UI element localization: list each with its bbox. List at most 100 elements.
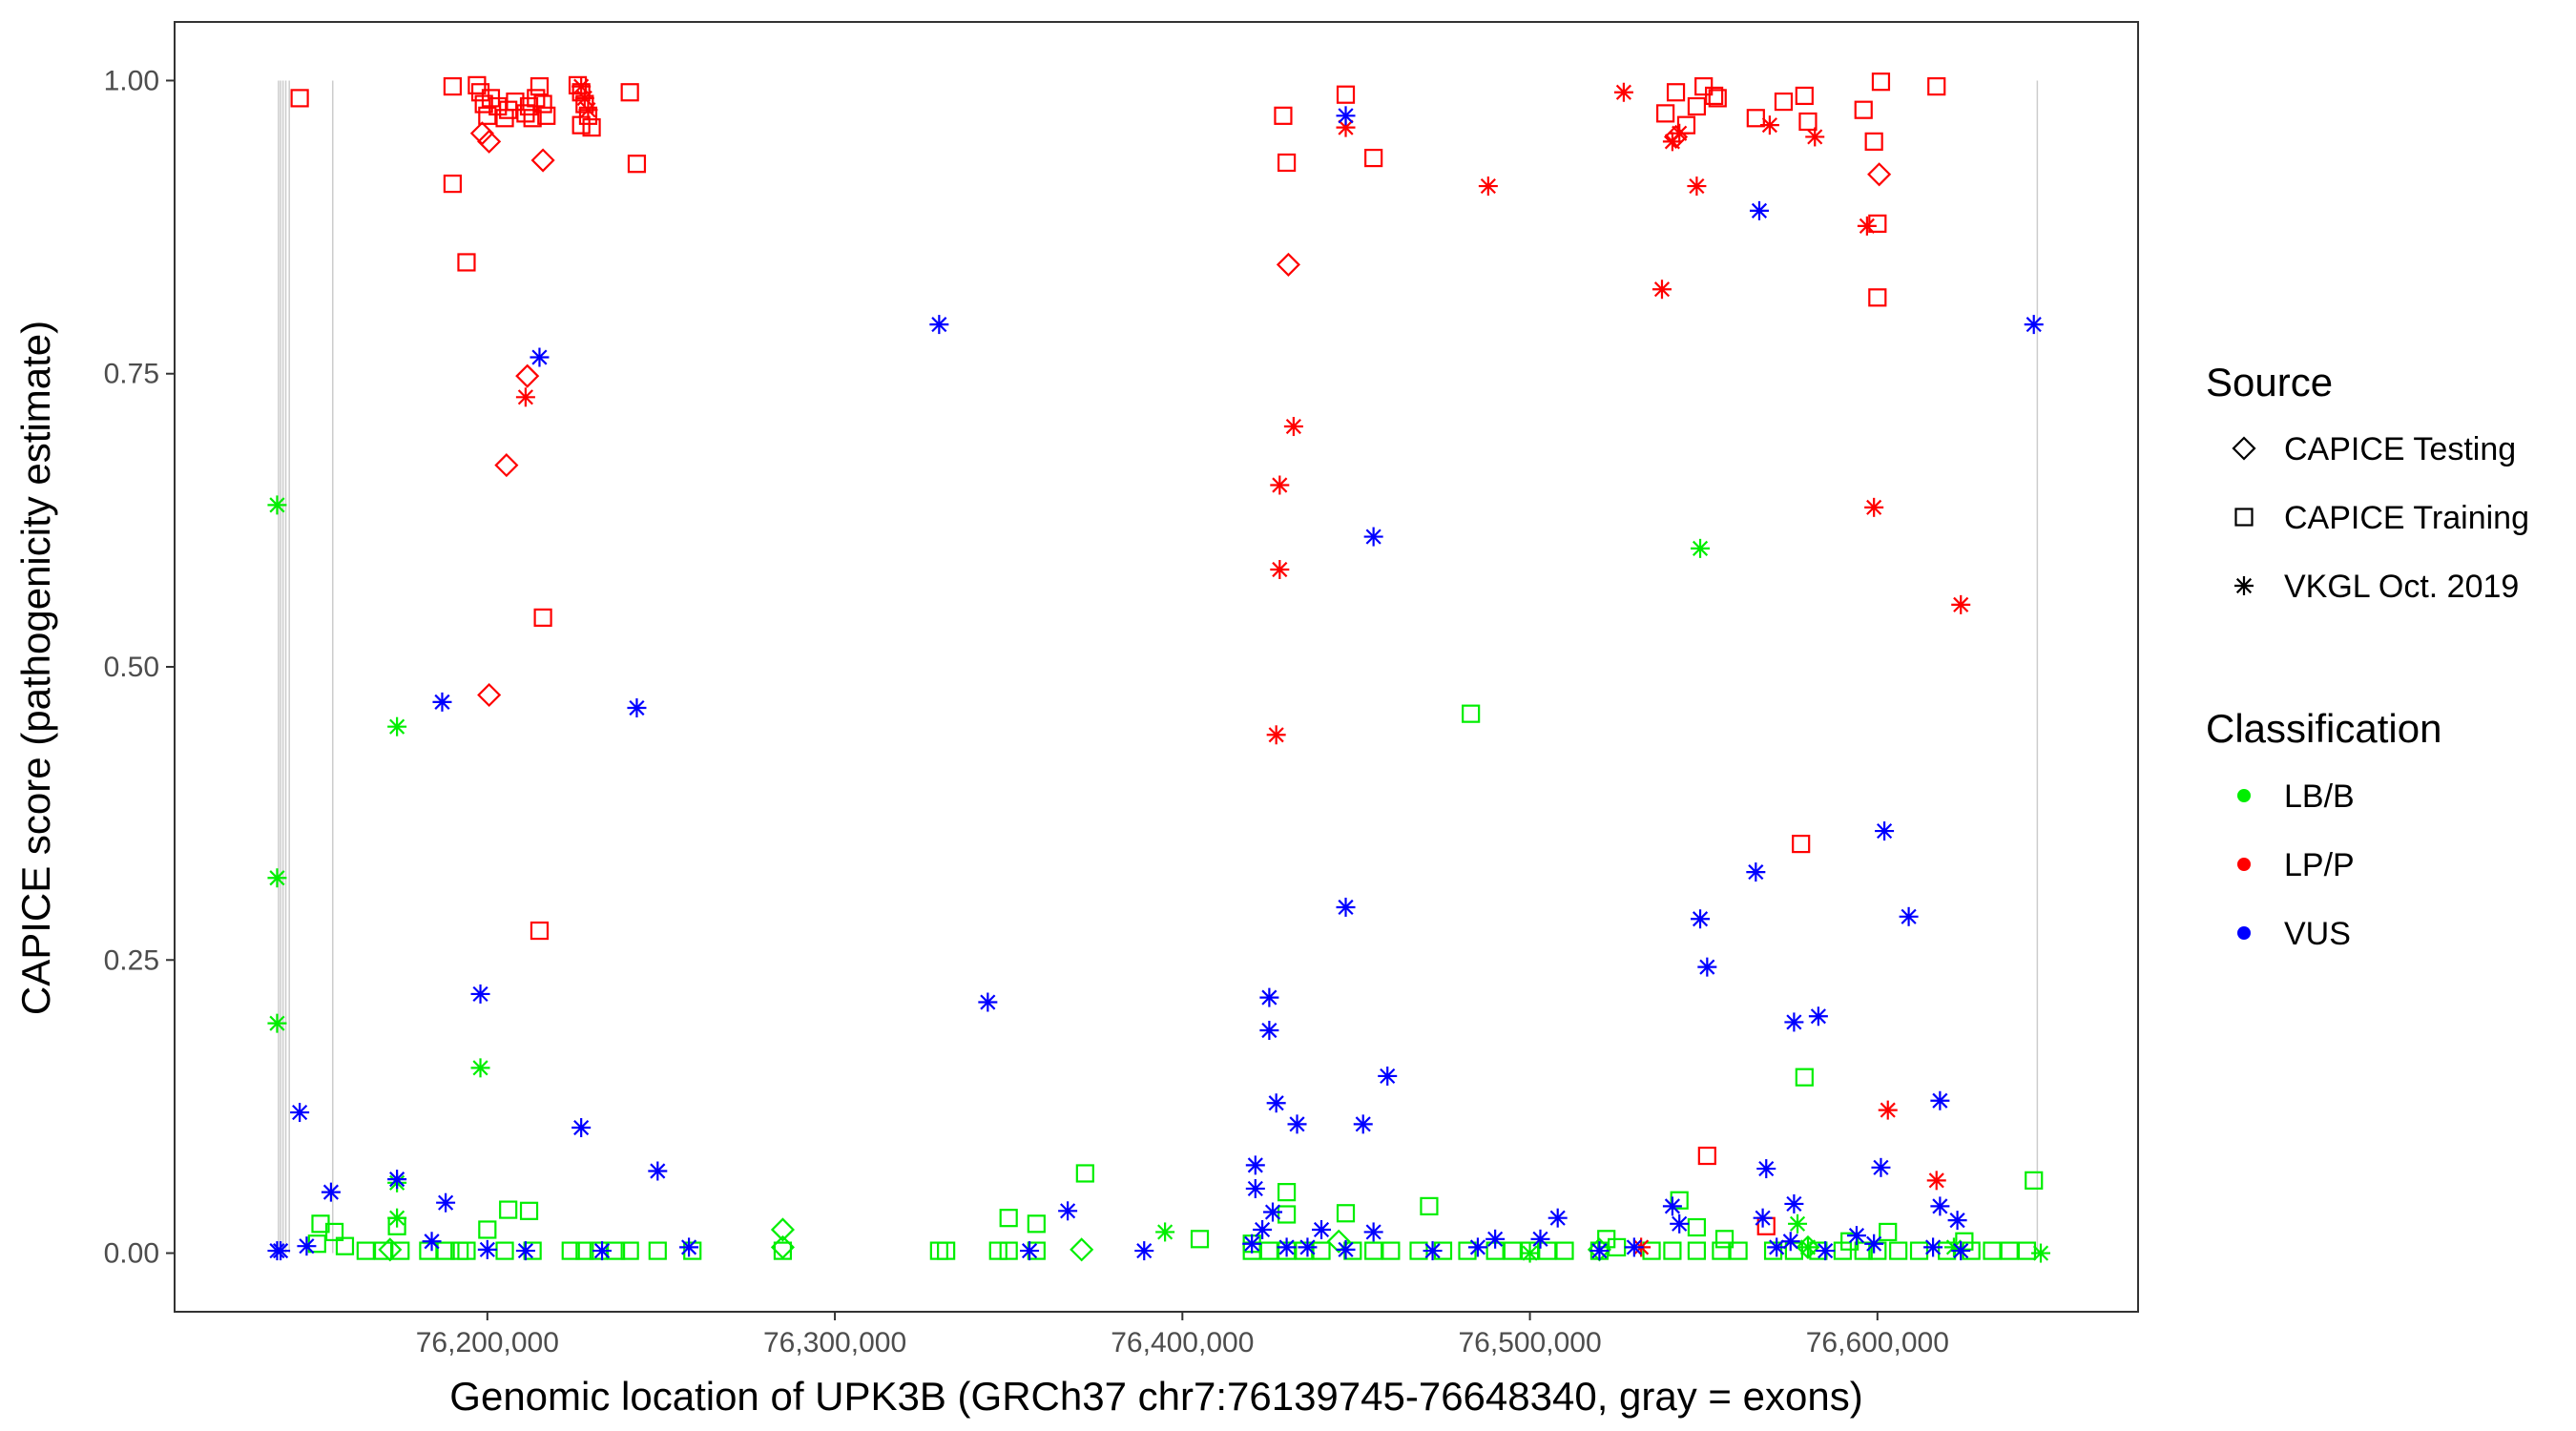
legend-marker-vkgl-stroke <box>2235 577 2253 594</box>
point-vkgl-vus <box>1263 1202 1283 1222</box>
point-vkgl-vus-stroke <box>1664 1198 1680 1214</box>
point-vkgl-lp-p <box>1283 417 1303 437</box>
point-vkgl-lp-p <box>1266 725 1286 745</box>
point-vkgl-vus <box>1871 1157 1891 1177</box>
point-vkgl-lp-p-stroke <box>580 102 596 118</box>
point-vkgl-vus-stroke <box>629 699 645 716</box>
point-training-lp-p <box>488 96 508 116</box>
point-training-lp-p <box>474 94 493 114</box>
point-vkgl-vus-stroke <box>1487 1231 1504 1247</box>
legend-label-capice-testing: CAPICE Testing <box>2284 431 2516 467</box>
point-training-lp-p <box>527 89 546 108</box>
point-training-lb-b <box>457 1241 476 1260</box>
point-vkgl-vus <box>436 1192 456 1213</box>
point-vkgl-vus-stroke <box>1247 1180 1263 1197</box>
point-vkgl-lb-b <box>267 495 287 515</box>
point-vkgl-vus-stroke <box>389 1172 405 1188</box>
point-vkgl-lb-b <box>267 868 287 888</box>
point-training-lp-p <box>1705 86 1724 106</box>
y-tick-label: 1.00 <box>104 65 159 96</box>
point-vkgl-lp-p <box>1878 1100 1898 1120</box>
point-testing-lp-p <box>530 148 555 173</box>
point-vkgl-vus-stroke <box>1313 1221 1330 1238</box>
point-vkgl-vus-stroke <box>434 694 450 710</box>
point-training-lp-p <box>533 608 552 627</box>
legend-source-title: Source <box>2206 360 2333 404</box>
point-vkgl-vus-stroke <box>1786 1014 1802 1030</box>
point-vkgl-lp-p <box>571 76 592 96</box>
point-vkgl-vus <box>1589 1241 1610 1261</box>
legend-key-lb-b <box>2237 789 2251 802</box>
point-vkgl-vus <box>1363 1222 1383 1242</box>
point-vkgl-vus-stroke <box>1365 1224 1381 1240</box>
point-training-lb-b <box>419 1241 438 1260</box>
point-vkgl-lp-p <box>1270 559 1290 579</box>
legend-marker-testing <box>2232 436 2256 461</box>
point-vkgl-vus <box>571 1118 592 1138</box>
point-training-lb-b <box>335 1236 355 1255</box>
point-training-lp-p <box>1774 92 1794 112</box>
legend-label-lp-p: LP/P <box>2284 847 2355 883</box>
point-training-lp-p <box>1274 106 1293 125</box>
point-vkgl-vus <box>1753 1208 1773 1228</box>
point-vkgl-vus-stroke <box>1877 822 1893 840</box>
point-training-lp-p <box>568 75 588 94</box>
point-vkgl-vus-stroke <box>931 317 947 333</box>
point-training-lb-b <box>1854 1241 1873 1260</box>
point-vkgl-vus-stroke <box>1786 1195 1802 1213</box>
point-training-lb-b <box>937 1241 956 1260</box>
point-vkgl-lb-b-stroke <box>2032 1245 2049 1261</box>
point-testing-lp-p <box>1276 252 1300 277</box>
point-training-lb-b <box>1909 1241 1929 1260</box>
point-vkgl-vus-stroke <box>1278 1239 1295 1255</box>
point-vkgl-vus-stroke <box>1626 1239 1642 1255</box>
point-vkgl-lp-p <box>1662 132 1682 152</box>
point-training-lb-b <box>1597 1230 1616 1249</box>
point-training-lp-p <box>1854 100 1873 119</box>
point-testing-lb-b <box>770 1234 795 1259</box>
point-vkgl-vus-stroke <box>322 1184 339 1200</box>
point-vkgl-vus-stroke <box>1338 899 1354 916</box>
point-vkgl-vus <box>1253 1219 1273 1239</box>
point-vkgl-vus <box>1784 1012 1804 1032</box>
point-training-lb-b <box>1277 1183 1297 1202</box>
point-training-lp-p <box>530 921 550 941</box>
point-testing-lp-p <box>515 363 540 388</box>
point-vkgl-vus <box>1363 527 1383 547</box>
point-vkgl-lb-b-stroke <box>269 1015 285 1031</box>
point-training-lp-p <box>1864 132 1883 151</box>
point-training-lp-p <box>1795 86 1814 106</box>
point-vkgl-vus-stroke <box>1289 1116 1305 1132</box>
point-vkgl-vus <box>1816 1241 1836 1261</box>
point-training-lp-p <box>1364 148 1383 168</box>
point-training-lb-b <box>373 1241 393 1260</box>
point-vkgl-vus-stroke <box>1532 1231 1548 1247</box>
point-training-lp-p <box>457 253 476 272</box>
point-training-lb-b <box>1277 1205 1297 1224</box>
point-vkgl-vus <box>1864 1234 1884 1254</box>
point-testing-lb-b <box>378 1237 403 1262</box>
point-training-lb-b <box>1955 1232 1974 1251</box>
point-vkgl-lb-b <box>387 716 407 736</box>
point-vkgl-vus-stroke <box>1338 108 1354 124</box>
point-training-lb-b <box>2017 1241 2037 1260</box>
point-vkgl-lp-p <box>1270 475 1290 495</box>
point-vkgl-vus <box>1485 1229 1506 1249</box>
legend-marker-training <box>2234 508 2254 527</box>
legend-key-capice-testing <box>2232 436 2256 461</box>
point-vkgl-vus <box>1378 1066 1398 1086</box>
point-vkgl-vus <box>1530 1229 1550 1249</box>
point-vkgl-vus <box>978 992 998 1012</box>
point-vkgl-vus-stroke <box>1268 1095 1284 1111</box>
point-vkgl-lb-b <box>470 1058 490 1078</box>
point-training-lb-b <box>1983 1241 2002 1260</box>
point-training-lb-b <box>999 1241 1018 1260</box>
point-vkgl-lp-p <box>1864 497 1884 517</box>
point-training-lb-b <box>648 1241 667 1260</box>
point-training-lb-b <box>1027 1214 1046 1234</box>
point-vkgl-lp-p-stroke <box>1859 218 1875 234</box>
point-testing-lb-b <box>1070 1237 1094 1262</box>
point-vkgl-lp-p-stroke <box>1285 418 1301 435</box>
point-vkgl-lb-b <box>1797 1237 1818 1257</box>
